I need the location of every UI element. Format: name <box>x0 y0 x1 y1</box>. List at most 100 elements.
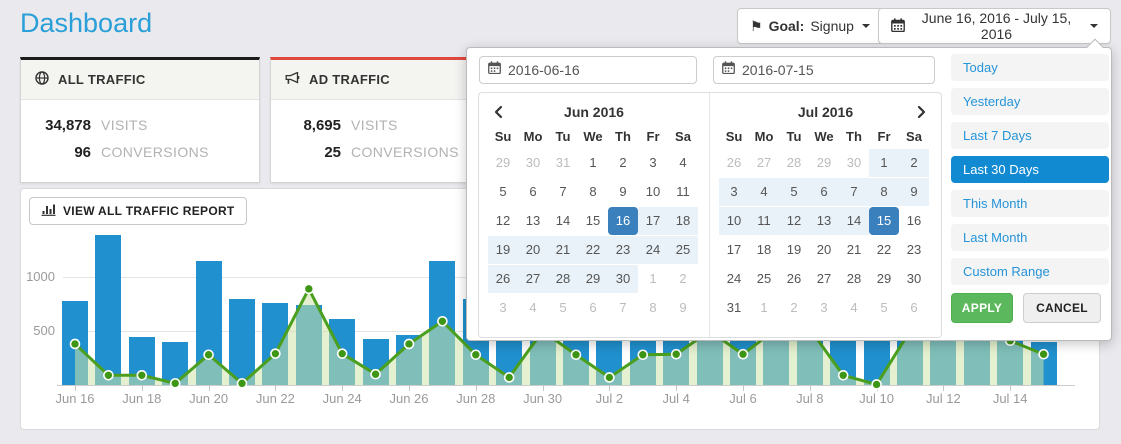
day-cell[interactable]: 1 <box>760 300 768 315</box>
day-cell[interactable]: 1 <box>589 155 597 170</box>
day-cell[interactable]: 20 <box>518 236 548 264</box>
day-cell[interactable]: 27 <box>756 155 772 170</box>
day-cell[interactable]: 13 <box>525 213 541 228</box>
day-cell[interactable]: 29 <box>495 155 511 170</box>
day-cell[interactable]: 2 <box>899 149 929 177</box>
day-cell[interactable]: 23 <box>906 242 922 257</box>
day-cell[interactable]: 10 <box>719 207 749 235</box>
day-cell[interactable]: 8 <box>649 300 657 315</box>
day-cell[interactable]: 24 <box>638 236 668 264</box>
day-cell[interactable]: 11 <box>676 184 690 199</box>
apply-button[interactable]: APPLY <box>951 293 1013 323</box>
day-cell[interactable]: 9 <box>899 178 929 206</box>
day-cell[interactable]: 11 <box>749 207 779 235</box>
day-cell[interactable]: 18 <box>668 207 698 235</box>
day-cell[interactable]: 4 <box>749 178 779 206</box>
day-cell[interactable]: 29 <box>578 265 608 293</box>
next-month-button[interactable] <box>912 102 932 122</box>
day-cell[interactable]: 22 <box>578 236 608 264</box>
day-cell[interactable]: 30 <box>525 155 541 170</box>
day-cell[interactable]: 30 <box>608 265 638 293</box>
day-cell[interactable]: 22 <box>876 242 892 257</box>
day-cell[interactable]: 27 <box>518 265 548 293</box>
day-cell[interactable]: 18 <box>756 242 772 257</box>
day-cell[interactable]: 21 <box>548 236 578 264</box>
day-cell[interactable]: 27 <box>816 271 832 286</box>
day-cell[interactable]: 12 <box>495 213 511 228</box>
day-cell[interactable]: 25 <box>756 271 772 286</box>
day-cell[interactable]: 3 <box>499 300 507 315</box>
day-cell[interactable]: 14 <box>555 213 571 228</box>
day-cell[interactable]: 30 <box>846 155 862 170</box>
day-cell[interactable]: 20 <box>816 242 832 257</box>
day-cell[interactable]: 17 <box>726 242 742 257</box>
day-cell[interactable]: 26 <box>786 271 802 286</box>
day-cell[interactable]: 31 <box>726 300 742 315</box>
day-cell[interactable]: 29 <box>876 271 892 286</box>
day-cell[interactable]: 17 <box>638 207 668 235</box>
range-option-last-month[interactable]: Last Month <box>951 224 1109 251</box>
day-cell[interactable]: 2 <box>790 300 798 315</box>
day-cell[interactable]: 16 <box>608 207 638 235</box>
day-cell[interactable]: 24 <box>726 271 742 286</box>
day-cell[interactable]: 6 <box>529 184 537 199</box>
day-cell[interactable]: 4 <box>850 300 858 315</box>
cancel-button[interactable]: CANCEL <box>1023 293 1101 323</box>
day-cell[interactable]: 16 <box>906 213 922 228</box>
day-cell[interactable]: 3 <box>719 178 749 206</box>
day-cell[interactable]: 9 <box>679 300 687 315</box>
day-cell[interactable]: 26 <box>726 155 742 170</box>
goal-dropdown-button[interactable]: ⚑ Goal: Signup <box>737 8 883 44</box>
day-cell[interactable]: 15 <box>869 207 899 235</box>
day-cell[interactable]: 25 <box>668 236 698 264</box>
day-cell[interactable]: 2 <box>619 155 627 170</box>
range-option-today[interactable]: Today <box>951 54 1109 81</box>
day-cell[interactable]: 21 <box>846 242 862 257</box>
day-cell[interactable]: 7 <box>839 178 869 206</box>
day-cell[interactable]: 19 <box>488 236 518 264</box>
end-date-input[interactable] <box>742 62 926 78</box>
day-cell[interactable]: 23 <box>608 236 638 264</box>
day-cell[interactable]: 4 <box>529 300 537 315</box>
day-cell[interactable]: 26 <box>488 265 518 293</box>
day-cell[interactable]: 8 <box>869 178 899 206</box>
day-cell[interactable]: 5 <box>499 184 507 199</box>
day-cell[interactable]: 1 <box>869 149 899 177</box>
day-cell[interactable]: 7 <box>559 184 567 199</box>
day-cell[interactable]: 1 <box>649 271 657 286</box>
day-cell[interactable]: 6 <box>809 178 839 206</box>
day-cell[interactable]: 28 <box>548 265 578 293</box>
range-option-last-30-days[interactable]: Last 30 Days <box>951 156 1109 183</box>
day-cell[interactable]: 28 <box>786 155 802 170</box>
day-cell[interactable]: 5 <box>880 300 888 315</box>
view-all-traffic-report-button[interactable]: VIEW ALL TRAFFIC REPORT <box>29 197 247 225</box>
day-cell[interactable]: 29 <box>816 155 832 170</box>
day-cell[interactable]: 19 <box>786 242 802 257</box>
prev-month-button[interactable] <box>488 102 508 122</box>
day-cell[interactable]: 3 <box>649 155 657 170</box>
day-cell[interactable]: 31 <box>555 155 571 170</box>
range-option-custom-range[interactable]: Custom Range <box>951 258 1109 285</box>
day-cell[interactable]: 13 <box>809 207 839 235</box>
range-option-last-7-days[interactable]: Last 7 Days <box>951 122 1109 149</box>
day-cell[interactable]: 28 <box>846 271 862 286</box>
start-date-input[interactable] <box>508 62 689 78</box>
day-cell[interactable]: 15 <box>585 213 601 228</box>
range-option-this-month[interactable]: This Month <box>951 190 1109 217</box>
day-cell[interactable]: 6 <box>589 300 597 315</box>
day-cell[interactable]: 5 <box>559 300 567 315</box>
day-cell[interactable]: 2 <box>679 271 687 286</box>
day-cell[interactable]: 14 <box>839 207 869 235</box>
day-cell[interactable]: 6 <box>910 300 918 315</box>
day-cell[interactable]: 5 <box>779 178 809 206</box>
range-option-yesterday[interactable]: Yesterday <box>951 88 1109 115</box>
day-cell[interactable]: 4 <box>679 155 687 170</box>
day-cell[interactable]: 7 <box>619 300 627 315</box>
day-cell[interactable]: 9 <box>619 184 627 199</box>
day-cell[interactable]: 3 <box>820 300 828 315</box>
day-cell[interactable]: 10 <box>645 184 661 199</box>
day-cell[interactable]: 8 <box>589 184 597 199</box>
day-cell[interactable]: 30 <box>906 271 922 286</box>
date-range-button[interactable]: June 16, 2016 - July 15, 2016 <box>878 8 1111 44</box>
day-cell[interactable]: 12 <box>779 207 809 235</box>
